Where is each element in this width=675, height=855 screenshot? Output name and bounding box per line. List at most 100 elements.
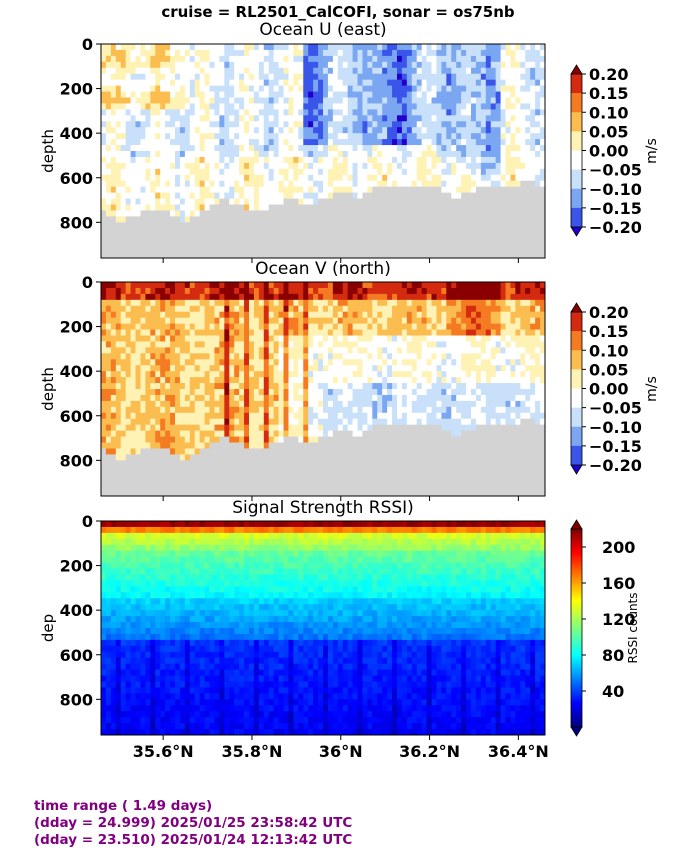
heatmap-cell	[105, 484, 112, 491]
heatmap-cell	[204, 180, 211, 188]
heatmap-cell	[441, 222, 447, 229]
heatmap-cell	[426, 222, 433, 229]
heatmap-cell	[268, 180, 275, 188]
heatmap-cell	[313, 377, 319, 384]
heatmap-cell	[170, 44, 176, 51]
heatmap-cell	[466, 216, 472, 223]
heatmap-cell	[525, 121, 531, 128]
heatmap-cell	[436, 174, 442, 182]
heatmap-cell	[401, 109, 408, 116]
heatmap-cell	[318, 115, 324, 122]
heatmap-cell	[540, 252, 545, 258]
heatmap-cell	[244, 139, 250, 146]
heatmap-cell	[288, 353, 294, 360]
heatmap-cell	[115, 121, 122, 128]
heatmap-cell	[249, 109, 255, 116]
heatmap-cell	[293, 329, 299, 337]
heatmap-cell	[303, 67, 309, 75]
heatmap-cell	[337, 127, 344, 134]
heatmap-cell	[530, 109, 536, 116]
heatmap-cell	[431, 97, 438, 105]
heatmap-cell	[308, 61, 314, 69]
heatmap-cell	[495, 61, 502, 69]
heatmap-cell	[530, 97, 536, 105]
heatmap-cell	[288, 323, 294, 331]
heatmap-cell	[101, 127, 107, 134]
heatmap-cell	[411, 44, 418, 51]
heatmap-cell	[303, 460, 309, 467]
heatmap-cell	[219, 478, 225, 485]
heatmap-cell	[258, 371, 265, 378]
heatmap-cell	[239, 341, 245, 348]
heatmap-cell	[125, 436, 132, 444]
heatmap-cell	[263, 252, 270, 258]
heatmap-cell	[150, 412, 156, 420]
heatmap-cell	[239, 246, 245, 253]
heatmap-cell	[505, 246, 512, 253]
heatmap-cell	[382, 139, 388, 146]
heatmap-cell	[234, 151, 240, 158]
heatmap-cell	[115, 389, 122, 396]
heatmap-cell	[189, 383, 196, 390]
heatmap-cell	[239, 252, 245, 258]
heatmap-cell	[357, 234, 364, 241]
heatmap-cell	[244, 222, 250, 229]
heatmap-cell	[426, 192, 433, 200]
heatmap-cell	[155, 389, 161, 396]
heatmap-cell	[273, 91, 280, 99]
heatmap-cell	[411, 115, 418, 122]
heatmap-cell	[332, 73, 339, 81]
heatmap-cell	[421, 61, 428, 69]
heatmap-cell	[342, 127, 349, 134]
heatmap-cell	[431, 91, 438, 99]
heatmap-cell	[485, 109, 492, 116]
heatmap-cell	[105, 377, 112, 384]
heatmap-cell	[179, 168, 186, 176]
heatmap-cell	[327, 91, 334, 99]
heatmap-cell	[426, 240, 433, 247]
heatmap-cell	[209, 49, 216, 57]
heatmap-cell	[421, 168, 428, 176]
heatmap-cell	[135, 151, 142, 158]
heatmap-cell	[125, 430, 132, 438]
heatmap-cell	[249, 347, 255, 354]
heatmap-cell	[382, 44, 388, 51]
heatmap-cell	[189, 91, 196, 99]
heatmap-cell	[224, 168, 230, 176]
heatmap-cell	[475, 121, 482, 128]
heatmap-cell	[327, 198, 334, 206]
heatmap-cell	[194, 293, 201, 301]
y-tick-label: 400	[60, 124, 93, 143]
heatmap-cell	[150, 394, 156, 402]
heatmap-cell	[234, 127, 240, 134]
heatmap-cell	[101, 79, 107, 87]
heatmap-cell	[347, 186, 354, 194]
heatmap-cell	[411, 198, 418, 206]
heatmap-cell	[160, 145, 166, 152]
heatmap-cell	[184, 91, 191, 99]
heatmap-cell	[140, 466, 146, 473]
heatmap-cell	[140, 418, 146, 426]
heatmap-cell	[471, 198, 477, 206]
heatmap-cell	[140, 216, 146, 223]
heatmap-cell	[110, 341, 117, 348]
heatmap-cell	[283, 347, 290, 354]
heatmap-cell	[234, 55, 240, 63]
heatmap-cell	[229, 222, 235, 229]
heatmap-cell	[273, 127, 280, 134]
heatmap-cell	[461, 61, 467, 69]
heatmap-cell	[184, 347, 191, 354]
heatmap-cell	[209, 216, 216, 223]
heatmap-cell	[229, 317, 235, 325]
heatmap-cell	[273, 287, 280, 295]
heatmap-cell	[145, 448, 151, 455]
heatmap-cell	[278, 406, 285, 414]
heatmap-cell	[401, 67, 408, 75]
heatmap-cell	[224, 103, 230, 110]
heatmap-cell	[219, 210, 225, 217]
heatmap-cell	[130, 436, 137, 444]
heatmap-cell	[204, 204, 211, 212]
heatmap-cell	[239, 472, 245, 479]
heatmap-cell	[115, 454, 122, 461]
heatmap-cell	[411, 246, 418, 253]
